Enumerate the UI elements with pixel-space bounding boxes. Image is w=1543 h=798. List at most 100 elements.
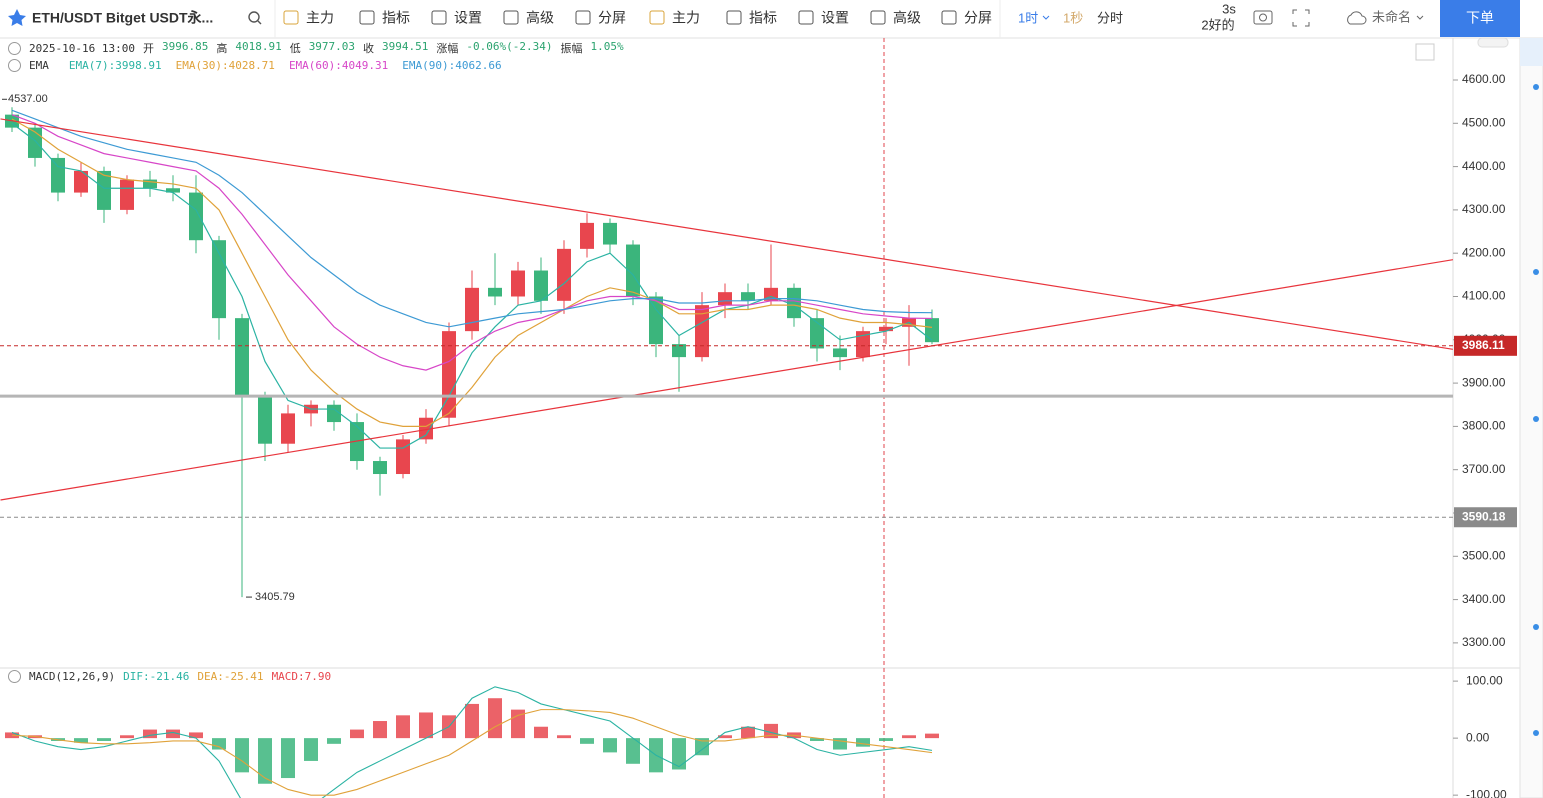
macd-bar xyxy=(74,738,88,743)
maximize-icon[interactable] xyxy=(1415,43,1435,61)
y-tick-label: 3400.00 xyxy=(1462,592,1506,606)
order-button[interactable] xyxy=(1440,0,1520,37)
side-dot[interactable] xyxy=(1533,416,1539,422)
toggle[interactable] xyxy=(8,59,21,72)
tool-label[interactable]: 指标 xyxy=(749,10,777,26)
tool-icon[interactable] xyxy=(359,10,375,25)
favorite-star[interactable] xyxy=(8,9,26,26)
macd-bar xyxy=(741,726,755,739)
field-value: 1.05% xyxy=(590,40,624,53)
field-label: 高 xyxy=(216,42,228,55)
candle-body xyxy=(787,287,801,319)
refresh-rate: 3s xyxy=(1222,1,1236,16)
y-tick-label: 3500.00 xyxy=(1462,548,1506,562)
candle-body xyxy=(74,170,88,193)
tool-label[interactable]: 主力 xyxy=(672,10,700,26)
macd-bar xyxy=(580,738,594,744)
ema-value: EMA(90):4062.66 xyxy=(402,59,502,72)
tool-icon[interactable] xyxy=(649,10,665,25)
macd-bar xyxy=(189,732,203,739)
side-dot[interactable] xyxy=(1533,730,1539,736)
toggle[interactable] xyxy=(8,670,21,683)
ema-value: EMA(30):4028.71 xyxy=(175,59,275,72)
tool-label[interactable]: 主力 xyxy=(306,10,334,26)
ema-line xyxy=(11,118,933,427)
candle-body xyxy=(649,296,663,345)
interval[interactable]: 分时 xyxy=(1097,10,1123,25)
y-tick-label: 4500.00 xyxy=(1462,115,1506,129)
side-dot[interactable] xyxy=(1533,84,1539,90)
candle-body xyxy=(465,287,479,332)
tool-label[interactable]: 分屏 xyxy=(598,10,626,26)
price-tag xyxy=(1454,335,1517,356)
candle-body xyxy=(925,318,939,343)
macd-bar xyxy=(810,738,824,741)
macd-bar xyxy=(120,735,134,739)
candle-body xyxy=(120,179,134,210)
high-label: 4537.00 xyxy=(8,93,48,105)
macd-bar xyxy=(603,738,617,753)
tool-icon[interactable] xyxy=(503,10,519,25)
macd-bar xyxy=(97,738,111,741)
y-tick-label: 4300.00 xyxy=(1462,202,1506,216)
candle-body xyxy=(258,396,272,444)
macd-bar xyxy=(304,738,318,761)
y-tick-label: 3800.00 xyxy=(1462,419,1506,433)
ema-name: EMA xyxy=(29,59,49,72)
order-button-label[interactable]: 下单 xyxy=(1466,10,1494,26)
macd-bar xyxy=(856,738,870,747)
tool-icon[interactable] xyxy=(798,10,814,25)
field-label: 振幅 xyxy=(560,42,583,55)
tool-label[interactable]: 高级 xyxy=(526,10,554,26)
macd-bar xyxy=(373,721,387,739)
y-tick-label: 3900.00 xyxy=(1462,375,1506,389)
interval[interactable]: 1时 xyxy=(1018,10,1038,25)
camera-icon[interactable] xyxy=(1253,10,1273,25)
y-tick-label: 3300.00 xyxy=(1462,635,1506,649)
ema-value: EMA(60):4049.31 xyxy=(288,59,389,72)
tool-icon[interactable] xyxy=(283,10,299,25)
y-tick-label: 4100.00 xyxy=(1462,289,1506,303)
tool-icon[interactable] xyxy=(575,10,591,25)
symbol[interactable]: ETH/USDT Bitget USDT永... xyxy=(32,10,213,26)
tool-label[interactable]: 高级 xyxy=(893,10,921,26)
side-tab[interactable] xyxy=(1520,38,1543,66)
candle-body xyxy=(396,439,410,475)
macd-bar xyxy=(925,733,939,739)
field-label: 开 xyxy=(142,42,154,55)
layout-name[interactable]: 未命名 xyxy=(1372,9,1411,24)
cloud-icon[interactable] xyxy=(1347,11,1367,25)
collapse-button[interactable] xyxy=(1477,37,1509,48)
tool-label[interactable]: 分屏 xyxy=(964,10,992,26)
interval[interactable]: 1秒 xyxy=(1063,10,1083,25)
candle-body xyxy=(718,292,732,306)
macd-bar xyxy=(672,738,686,770)
tool-icon[interactable] xyxy=(941,10,957,25)
tool-icon[interactable] xyxy=(726,10,742,25)
candle-body xyxy=(143,179,157,189)
candle-body xyxy=(695,305,709,358)
macd-value: MACD:7.90 xyxy=(271,670,332,683)
tool-icon[interactable] xyxy=(870,10,886,25)
toolbar xyxy=(0,0,1543,38)
tool-label[interactable]: 设置 xyxy=(821,10,849,26)
tool-icon[interactable] xyxy=(431,10,447,25)
side-dot[interactable] xyxy=(1533,269,1539,275)
tool-label[interactable]: 设置 xyxy=(454,10,482,26)
toggle[interactable] xyxy=(8,41,21,55)
macd-value: DIF:-21.46 xyxy=(123,670,190,683)
y-tick-label: -100.00 xyxy=(1466,787,1507,798)
y-tick-label: 0.00 xyxy=(1466,730,1490,744)
tool-label[interactable]: 指标 xyxy=(382,10,410,26)
fullscreen-icon[interactable] xyxy=(1292,9,1310,27)
y-tick-label: 4400.00 xyxy=(1462,159,1506,173)
macd-value: DEA:-25.41 xyxy=(197,670,264,683)
side-dot[interactable] xyxy=(1533,624,1539,630)
macd-bar xyxy=(396,715,410,739)
search-icon[interactable] xyxy=(248,11,260,23)
macd-name: MACD(12,26,9) xyxy=(29,670,116,683)
candle-body xyxy=(626,244,640,297)
price-plot xyxy=(0,107,1453,598)
ema-row: EMA EMA(7):3998.91 EMA(30):4028.71 EMA(60)… xyxy=(8,59,508,72)
